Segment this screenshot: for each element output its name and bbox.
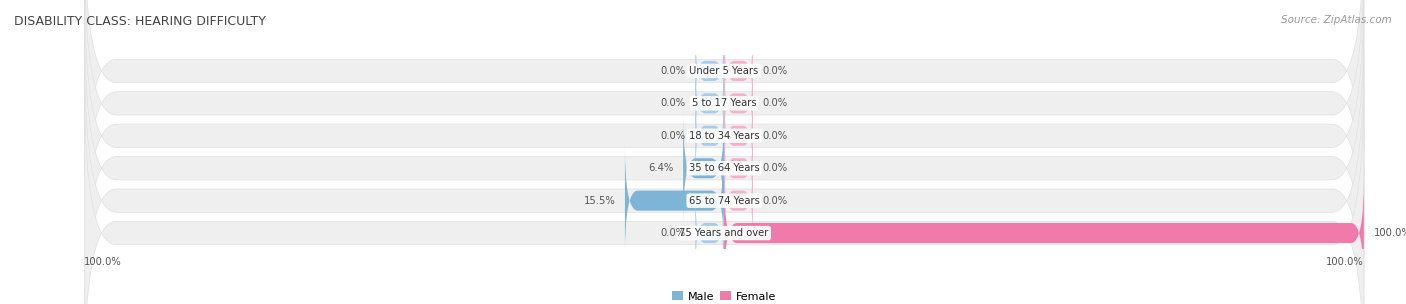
Text: 0.0%: 0.0% (762, 66, 787, 76)
FancyBboxPatch shape (696, 32, 724, 109)
FancyBboxPatch shape (84, 0, 1364, 254)
FancyBboxPatch shape (724, 32, 752, 109)
Text: 100.0%: 100.0% (1374, 228, 1406, 238)
FancyBboxPatch shape (84, 83, 1364, 304)
Text: 0.0%: 0.0% (661, 98, 686, 108)
FancyBboxPatch shape (84, 0, 1364, 286)
Text: DISABILITY CLASS: HEARING DIFFICULTY: DISABILITY CLASS: HEARING DIFFICULTY (14, 15, 266, 28)
Text: 0.0%: 0.0% (661, 131, 686, 141)
Text: 100.0%: 100.0% (84, 257, 122, 268)
Text: 15.5%: 15.5% (583, 196, 616, 206)
FancyBboxPatch shape (683, 113, 724, 223)
Text: 65 to 74 Years: 65 to 74 Years (689, 196, 759, 206)
FancyBboxPatch shape (84, 18, 1364, 304)
Text: 5 to 17 Years: 5 to 17 Years (692, 98, 756, 108)
Text: Under 5 Years: Under 5 Years (689, 66, 759, 76)
FancyBboxPatch shape (84, 0, 1364, 221)
FancyBboxPatch shape (696, 65, 724, 142)
Text: 0.0%: 0.0% (762, 131, 787, 141)
Text: 100.0%: 100.0% (1326, 257, 1364, 268)
FancyBboxPatch shape (724, 178, 1364, 288)
Text: 18 to 34 Years: 18 to 34 Years (689, 131, 759, 141)
FancyBboxPatch shape (696, 195, 724, 272)
FancyBboxPatch shape (624, 146, 724, 255)
Legend: Male, Female: Male, Female (668, 287, 780, 304)
Text: 75 Years and over: 75 Years and over (679, 228, 769, 238)
FancyBboxPatch shape (724, 65, 752, 142)
Text: Source: ZipAtlas.com: Source: ZipAtlas.com (1281, 15, 1392, 25)
FancyBboxPatch shape (696, 97, 724, 174)
FancyBboxPatch shape (724, 97, 752, 174)
Text: 0.0%: 0.0% (762, 163, 787, 173)
Text: 0.0%: 0.0% (661, 228, 686, 238)
FancyBboxPatch shape (724, 162, 752, 239)
Text: 0.0%: 0.0% (762, 98, 787, 108)
Text: 35 to 64 Years: 35 to 64 Years (689, 163, 759, 173)
Text: 0.0%: 0.0% (661, 66, 686, 76)
Text: 0.0%: 0.0% (762, 196, 787, 206)
FancyBboxPatch shape (724, 130, 752, 207)
FancyBboxPatch shape (84, 50, 1364, 304)
Text: 6.4%: 6.4% (648, 163, 673, 173)
